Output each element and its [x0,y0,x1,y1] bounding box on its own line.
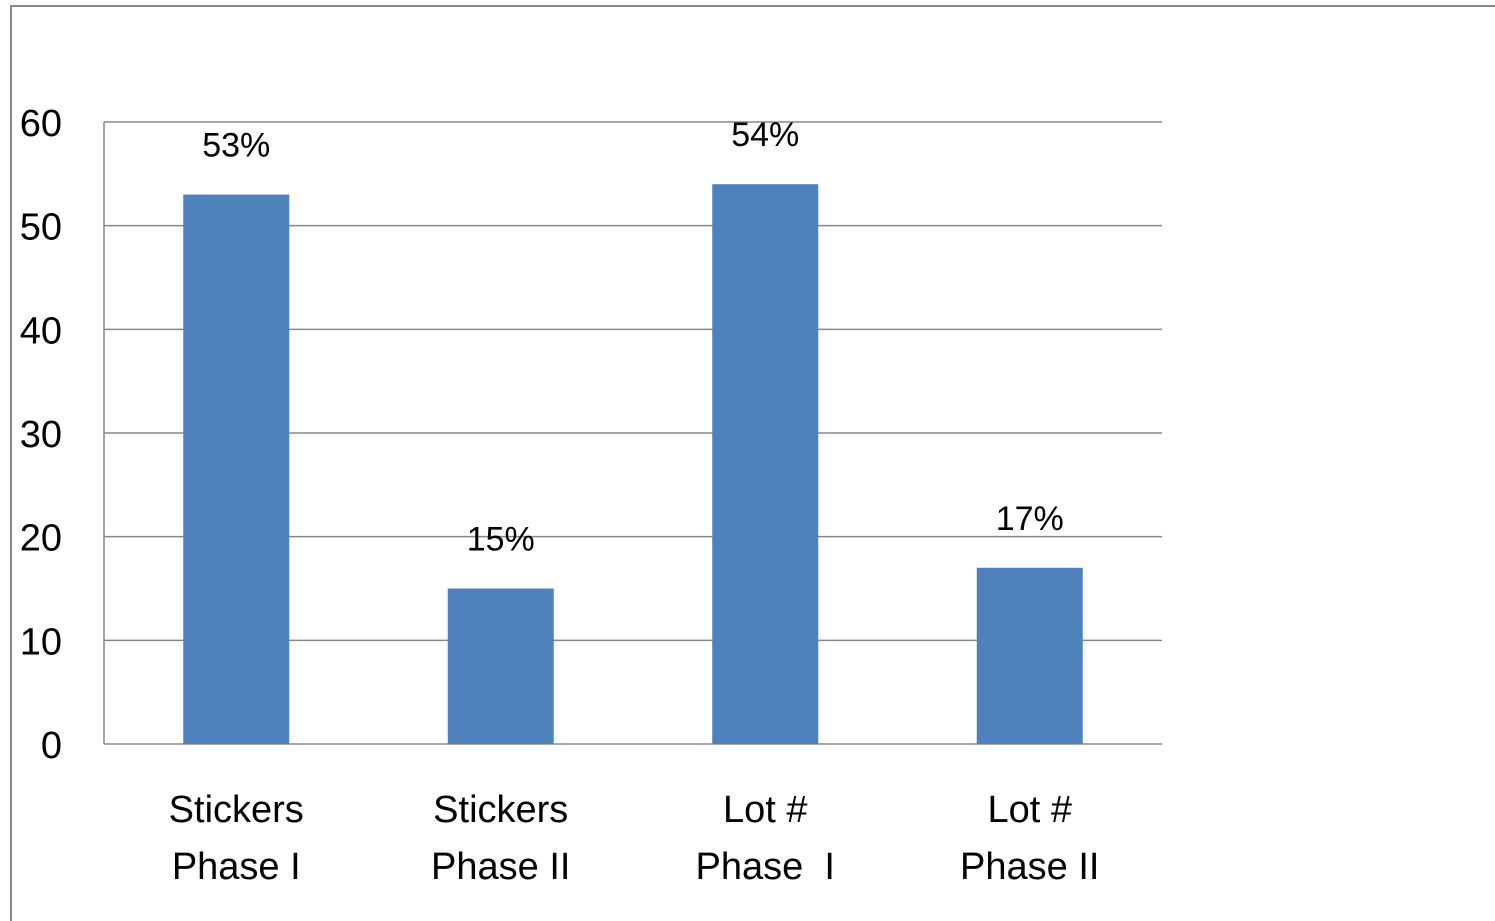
x-tick-label: Stickers [433,789,568,831]
y-tick-label: 60 [20,103,62,145]
x-tick-label: Phase I [172,846,301,888]
bar [183,194,290,745]
data-label: 53% [202,127,270,165]
x-tick-label: Phase II [960,846,1099,888]
x-tick-label: Phase II [431,846,570,888]
bar [976,567,1083,744]
y-tick-label: 0 [41,725,62,767]
chart-frame [10,5,1495,921]
data-label: 15% [467,521,535,559]
data-labels: 53% 15% 54% 17% [202,116,1064,558]
bar [712,184,819,744]
x-tick-label: Lot # [987,789,1072,831]
y-tick-label: 30 [20,414,62,456]
x-tick-label: Phase I [696,846,835,888]
y-tick-label: 10 [20,621,62,663]
y-tick-label: 50 [20,207,62,249]
y-tick-label: 20 [20,518,62,560]
y-tick-label: 40 [20,310,62,352]
bar [447,588,554,744]
bars [183,184,1083,745]
x-axis-categories: Stickers Phase I Stickers Phase II Lot # Phas… [169,789,1100,888]
data-label: 54% [731,116,799,154]
y-axis-ticks: 0 10 20 30 40 50 60 [20,103,62,767]
data-label: 17% [996,500,1064,538]
x-tick-label: Lot # [723,789,808,831]
x-tick-label: Stickers [169,789,304,831]
